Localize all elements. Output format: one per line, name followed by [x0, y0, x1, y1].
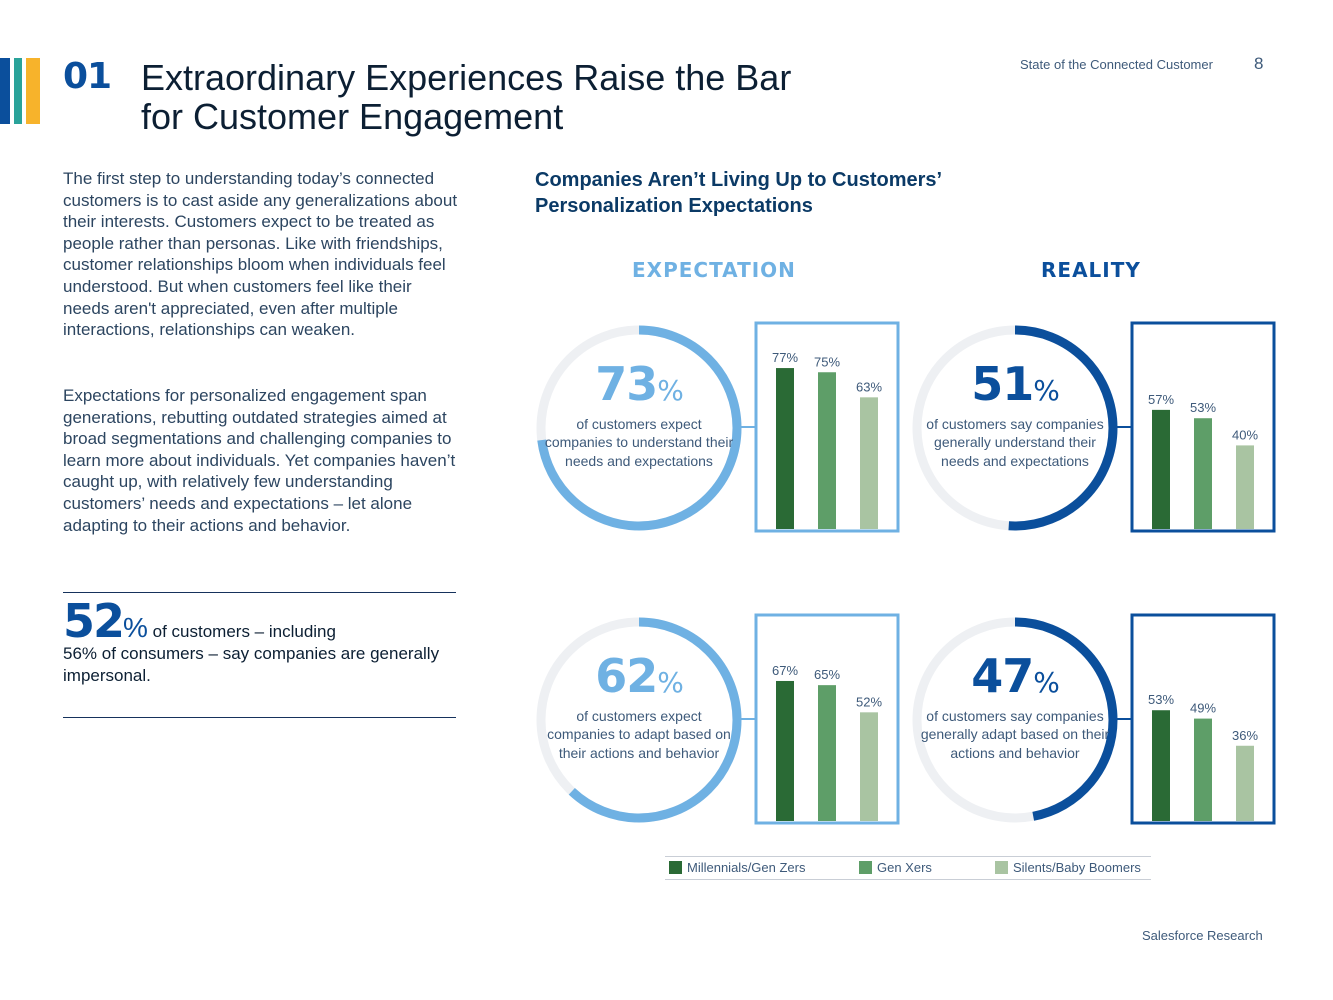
bar-chart-reality-adapt: 53% 49% 36%: [1116, 613, 1276, 825]
bar-gen-xers: [1194, 418, 1212, 529]
bar-gen-xers: [1194, 718, 1212, 821]
ring-progress: [536, 617, 742, 823]
bar-gen-xers: [818, 372, 836, 529]
column-heading-expectation: EXPECTATION: [632, 258, 796, 282]
ring-chart-reality-adapt: [912, 617, 1118, 823]
bar-silents-baby-boomers: [1236, 745, 1254, 821]
bar-value-label: 77%: [772, 350, 798, 365]
ring-progress: [536, 325, 742, 531]
accent-stripe-blue: [0, 58, 10, 124]
legend-item-boomers: Silents/Baby Boomers: [995, 860, 1141, 875]
bar-chart-expect-understand: 77% 75% 63%: [740, 321, 900, 533]
bar-millennials-gen-zers: [1152, 710, 1170, 821]
ring-value: 47%: [971, 649, 1060, 703]
legend-item-gen-x: Gen Xers: [859, 860, 932, 875]
bar-chart-expect-adapt: 67% 65% 52%: [740, 613, 900, 825]
bar-value-label: 65%: [814, 667, 840, 682]
legend-swatch-icon: [859, 861, 872, 874]
accent-stripe-yellow: [26, 58, 40, 124]
body-paragraph-2: Expectations for personalized engagement…: [63, 386, 456, 535]
legend-swatch-icon: [995, 861, 1008, 874]
chart-title: Companies Aren’t Living Up to Customers’…: [535, 169, 941, 217]
ring-label-expect-adapt: 62% of customers expect companies to ada…: [544, 652, 734, 762]
ring-progress: [912, 325, 1118, 531]
callout-stat: 52% of customers – including 56% of cons…: [63, 598, 458, 687]
body-paragraph-1: The first step to understanding today’s …: [63, 169, 458, 340]
bar-silents-baby-boomers: [860, 712, 878, 821]
bar-silents-baby-boomers: [1236, 445, 1254, 529]
callout-text-2: 56% of consumers – say companies are gen…: [63, 644, 440, 685]
ring-value: 51%: [971, 357, 1060, 411]
bar-chart-reality-understand: 57% 53% 40%: [1116, 321, 1276, 533]
ring-label-reality-understand: 51% of customers say companies generally…: [920, 360, 1110, 470]
bar-value-label: 75%: [814, 354, 840, 369]
accent-stripe-teal: [14, 58, 22, 124]
bar-value-label: 52%: [856, 694, 882, 709]
page-title-line1: Extraordinary Experiences Raise the Bar: [141, 57, 792, 98]
ring-progress: [912, 617, 1118, 823]
bar-value-label: 40%: [1232, 427, 1258, 442]
bar-silents-baby-boomers: [860, 397, 878, 529]
bar-value-label: 53%: [1190, 400, 1216, 415]
ring-caption: of customers expect companies to underst…: [544, 416, 734, 469]
bar-value-label: 57%: [1148, 392, 1174, 407]
bar-value-label: 63%: [856, 379, 882, 394]
ring-label-expect-understand: 73% of customers expect companies to und…: [544, 360, 734, 470]
footer-source: Salesforce Research: [1142, 928, 1263, 943]
ring-chart-expect-adapt: [536, 617, 742, 823]
section-number: 01: [63, 56, 112, 97]
page-title-line2: for Customer Engagement: [141, 96, 564, 137]
legend-item-millennials: Millennials/Gen Zers: [669, 860, 806, 875]
bar-millennials-gen-zers: [776, 680, 794, 821]
ring-value: 62%: [595, 649, 684, 703]
callout-bottom-rule: [63, 717, 456, 718]
bar-millennials-gen-zers: [1152, 409, 1170, 529]
callout-top-rule: [63, 592, 456, 593]
ring-caption: of customers say companies generally und…: [926, 416, 1104, 469]
bar-value-label: 67%: [772, 663, 798, 678]
ring-chart-expect-understand: [536, 325, 742, 531]
report-name: State of the Connected Customer: [1020, 57, 1213, 72]
bar-value-label: 53%: [1148, 692, 1174, 707]
page-number: 8: [1254, 54, 1264, 73]
callout-text-1: of customers – including: [147, 622, 336, 641]
ring-value: 73%: [595, 357, 684, 411]
callout-value: 52: [63, 594, 125, 648]
ring-label-reality-adapt: 47% of customers say companies generally…: [920, 652, 1110, 762]
legend-swatch-icon: [669, 861, 682, 874]
chart-legend: Millennials/Gen Zers Gen Xers Silents/Ba…: [665, 856, 1151, 880]
column-heading-reality: REALITY: [1041, 258, 1141, 282]
bar-gen-xers: [818, 685, 836, 821]
ring-chart-reality-understand: [912, 325, 1118, 531]
bar-millennials-gen-zers: [776, 368, 794, 529]
bar-value-label: 36%: [1232, 728, 1258, 743]
callout-percent: %: [123, 612, 148, 643]
ring-caption: of customers expect companies to adapt b…: [547, 708, 731, 761]
bar-value-label: 49%: [1190, 701, 1216, 716]
ring-caption: of customers say companies generally ada…: [920, 708, 1110, 761]
page-title: Extraordinary Experiences Raise the Bar …: [141, 58, 901, 136]
